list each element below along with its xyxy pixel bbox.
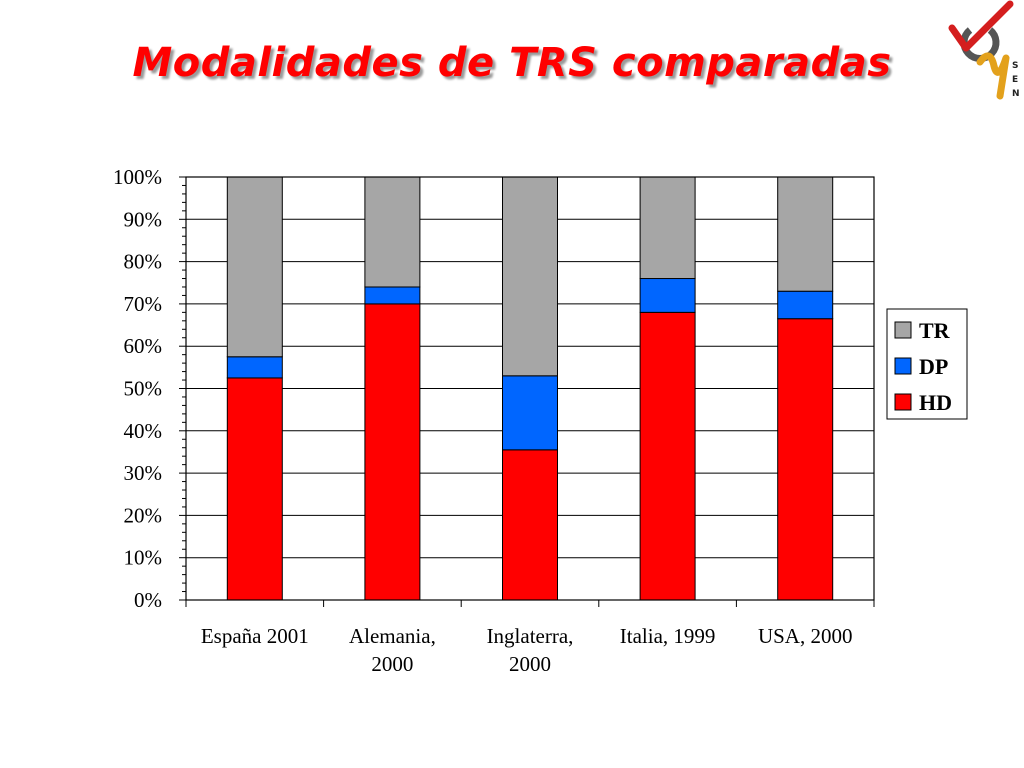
y-tick-label: 40% [124, 419, 163, 443]
legend-label-dp: DP [919, 354, 948, 379]
logo-letter-e: E [1012, 75, 1018, 85]
y-tick-label: 20% [124, 503, 163, 527]
bar-dp [502, 375, 558, 451]
legend-swatch-hd [894, 393, 912, 411]
bar-tr [777, 176, 834, 292]
plot-frame [185, 176, 875, 601]
bar-dp [639, 278, 696, 313]
legend-swatch-tr [894, 321, 912, 339]
legend-swatch-dp [894, 357, 912, 375]
x-category-label: USA, 2000 [758, 624, 853, 648]
bar-hd [777, 318, 834, 601]
y-tick-label: 50% [124, 377, 163, 401]
bar-hd [364, 303, 421, 601]
bar-hd [502, 449, 558, 601]
legend-label-tr: TR [919, 318, 951, 343]
y-tick-label: 60% [124, 334, 163, 358]
logo-letter-n: N [1012, 89, 1020, 99]
bar-hd [226, 377, 283, 601]
y-tick-label: 100% [113, 165, 162, 189]
x-category-label: España 2001 [201, 624, 309, 648]
x-category-label: Inglaterra, 2000 [487, 624, 574, 676]
y-tick-label: 80% [124, 250, 163, 274]
y-tick-label: 90% [124, 207, 163, 231]
bar-dp [777, 290, 834, 320]
bar-hd [639, 311, 696, 601]
sen-logo-icon: S E N [948, 0, 1020, 100]
legend-label-hd: HD [919, 390, 952, 415]
x-category-label: Italia, 1999 [620, 624, 716, 648]
y-tick-label: 30% [124, 461, 163, 485]
bar-tr [226, 176, 283, 358]
bar-tr [502, 176, 558, 377]
logo-check [948, 0, 1014, 52]
x-category-label: Alemania, 2000 [349, 624, 436, 676]
slide-title: Modalidades de TRS comparadas [132, 40, 892, 86]
logo-letter-s: S [1012, 61, 1018, 71]
bar-tr [639, 176, 696, 280]
logo-swoosh [976, 52, 1010, 100]
y-tick-label: 10% [124, 546, 163, 570]
bar-tr [364, 176, 421, 288]
bar-dp [364, 286, 421, 305]
y-tick-label: 70% [124, 292, 163, 316]
y-tick-label: 0% [134, 588, 162, 612]
bar-dp [226, 356, 283, 379]
